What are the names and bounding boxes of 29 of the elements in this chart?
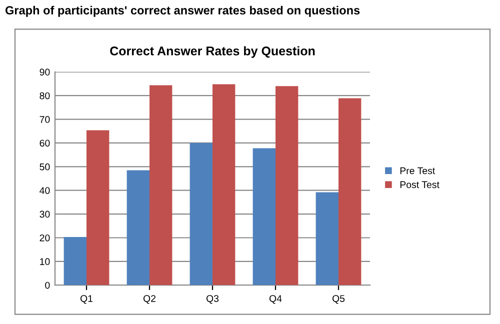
x-tick-label: Q2 [143,295,156,304]
y-tick-label: 90 [40,68,50,76]
chart-title: Graph of participants' correct answer rates based on questions [5,6,360,17]
x-tick-label: Q5 [332,295,345,304]
bar [252,148,276,286]
y-tick-label: 70 [40,116,50,123]
bar [212,84,236,286]
legend-label: Post Test [400,181,440,188]
x-tick-label: Q3 [206,295,219,304]
bar [64,237,86,286]
y-tick-label: 30 [40,210,50,218]
y-tick-label: 50 [40,163,50,170]
bar [338,98,362,286]
x-tick-label: Q4 [269,295,282,304]
y-tick-label: 60 [40,140,50,147]
y-tick-label: 0 [45,282,50,289]
bar [316,192,338,286]
bar [126,170,150,286]
legend-label: Pre Test [400,167,436,174]
chart-subtitle: Correct Answer Rates by Question [110,46,315,58]
x-tick-label: Q1 [80,295,93,304]
y-tick-label: 40 [40,187,50,194]
bar [150,85,172,286]
y-tick-label: 10 [40,258,50,266]
bar [276,86,298,286]
bar [86,130,110,286]
y-tick-label: 80 [40,92,50,100]
y-tick-label: 20 [40,234,50,242]
bar [190,142,212,286]
